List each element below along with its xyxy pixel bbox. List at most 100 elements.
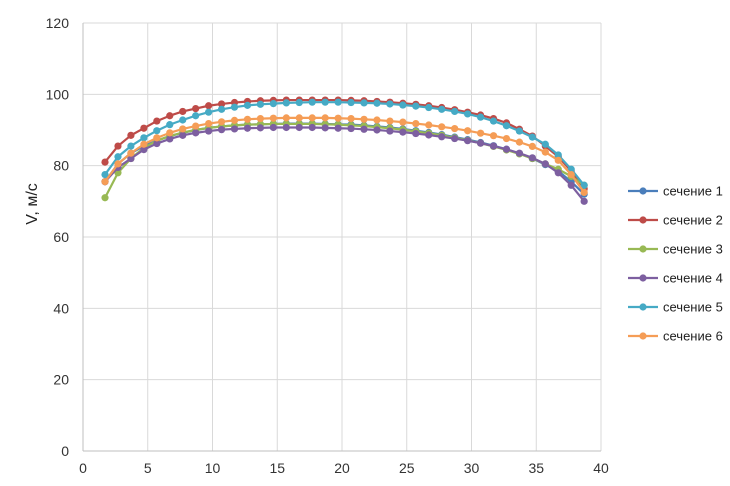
data-point [476,139,485,147]
data-point [373,99,381,107]
data-point [295,114,303,122]
y-tick-label: 60 [53,229,69,245]
y-tick-label: 20 [53,372,69,388]
data-point [347,114,355,123]
data-point [399,118,407,126]
data-point [438,123,446,131]
legend-item: сечение 4 [628,271,723,286]
data-point [205,127,213,135]
data-point [114,153,122,161]
legend-item: сечение 1 [628,184,723,199]
data-point [269,114,277,122]
data-point [373,116,381,124]
series-6 [101,114,588,197]
data-point [451,107,459,116]
data-point [528,142,536,151]
data-point [217,105,226,113]
data-point [101,158,109,166]
data-point [230,125,239,133]
data-point [127,154,135,163]
data-point [399,128,407,136]
data-point [166,135,174,143]
data-point [567,181,575,189]
data-point [438,133,446,141]
data-point [308,114,316,122]
data-point [347,124,355,133]
data-point [217,118,226,126]
data-point [140,134,148,142]
legend-label: сечение 4 [663,271,723,286]
data-point [580,181,588,189]
data-point [502,145,511,153]
data-point [438,105,446,113]
data-point [489,142,498,150]
data-point [114,142,122,150]
legend-marker [639,303,647,311]
data-point [334,124,342,132]
gridlines [83,22,602,451]
x-tick-label: 0 [79,460,87,476]
data-point [166,129,174,137]
data-point [399,101,407,109]
data-point [386,127,394,135]
data-point [153,127,161,135]
y-tick-label: 120 [46,15,70,31]
x-tick-label: 25 [399,460,415,476]
data-point [153,117,161,125]
x-tick-label: 20 [334,460,350,476]
data-point [476,113,485,121]
data-point [541,148,549,156]
data-point [282,123,290,132]
data-point [321,124,329,132]
data-point [230,116,239,124]
data-point [541,140,549,148]
data-point [386,117,394,125]
y-tick-label: 0 [61,443,69,459]
data-point [528,154,536,162]
data-point [554,151,562,159]
data-point [360,115,368,123]
data-point [179,131,187,139]
data-point [243,101,252,109]
data-point [295,123,303,132]
data-point [489,132,498,140]
data-point [528,133,536,141]
x-tick-label: 30 [464,460,480,476]
data-point [140,146,148,154]
data-point [205,102,213,110]
series-5 [101,98,588,189]
data-point [554,169,562,177]
legend-marker [639,216,647,224]
y-tick-label: 40 [53,300,69,316]
x-tick-label: 15 [269,460,285,476]
data-point [567,170,575,179]
data-point [347,98,355,107]
y-axis-label: V, м/с [24,183,41,225]
data-point [334,114,342,122]
data-point [153,134,161,142]
y-tick-label: 100 [46,86,70,102]
data-point [321,114,329,122]
legend-label: сечение 5 [663,300,723,315]
x-tick-label: 5 [144,460,152,476]
data-point [166,121,174,129]
data-point [192,112,200,120]
data-point [334,98,342,106]
tick-labels: 0 20 40 60 80 100 120 0 5 10 15 20 25 30 35 40 [46,15,609,476]
legend-marker [639,332,647,340]
data-point [179,125,187,133]
data-point [476,129,485,137]
x-tick-label: 35 [528,460,544,476]
data-point [127,131,135,139]
data-point [308,123,316,132]
data-point [412,102,420,110]
data-point [282,114,290,122]
data-point [192,129,200,137]
legend-label: сечение 6 [663,329,723,344]
data-point [179,107,187,116]
legend-item: сечение 2 [628,213,723,228]
x-tick-label: 10 [205,460,221,476]
legend-item: сечение 5 [628,300,723,315]
data-point [140,124,148,132]
